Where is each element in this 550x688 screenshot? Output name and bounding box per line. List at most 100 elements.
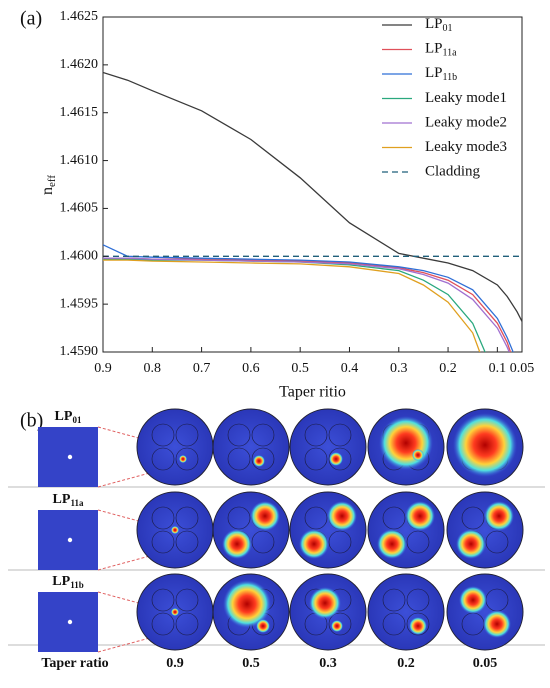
core-outline [151, 447, 175, 471]
plot-frame [102, 16, 523, 353]
core-outline [406, 588, 430, 612]
column-label: 0.3 [319, 656, 337, 671]
y-tick-label: 1.4610 [60, 153, 99, 168]
x-axis-label: Taper ritio [279, 384, 346, 401]
column-header: Taper ratio [41, 656, 108, 671]
core-outline [328, 530, 352, 554]
x-tick-label: 0.6 [242, 361, 260, 376]
core-outline [175, 612, 199, 636]
x-tick-label: 0.2 [439, 361, 457, 376]
legend-label: LP01 [425, 16, 453, 34]
x-tick-label: 0.4 [341, 361, 359, 376]
mode-field [222, 529, 252, 559]
x-tick-label: 0.1 [489, 361, 507, 376]
line-series [103, 257, 510, 352]
core-outline [151, 506, 175, 530]
mode-field [379, 416, 433, 470]
core-outline [485, 530, 509, 554]
mode-field [299, 529, 329, 559]
mode-field [484, 501, 514, 531]
fiber-disk [136, 408, 214, 486]
core-dot [67, 619, 73, 625]
mode-field [179, 455, 187, 463]
y-tick-label: 1.4615 [60, 105, 99, 120]
legend-label: Leaky mode1 [425, 90, 507, 106]
legend-label: Cladding [425, 163, 480, 179]
mode-field [412, 449, 424, 461]
fiber-disk [446, 573, 524, 651]
core-outline [175, 530, 199, 554]
fiber-disk [446, 491, 524, 569]
fiber-disk [212, 491, 290, 569]
line-series [103, 244, 514, 352]
fiber-disk [367, 491, 445, 569]
core-dot [67, 454, 73, 460]
mode-field [453, 413, 517, 477]
core-outline [175, 588, 199, 612]
fiber-disk [289, 491, 367, 569]
x-tick-label: 0.05 [510, 361, 535, 376]
core-outline [382, 588, 406, 612]
row-label: LP11b [52, 574, 83, 590]
line-series [103, 71, 522, 322]
legend-label: Leaky mode3 [425, 139, 507, 155]
mode-field [171, 608, 179, 616]
x-tick-label: 0.8 [144, 361, 162, 376]
fiber-disk [289, 408, 367, 486]
column-label: 0.2 [397, 656, 415, 671]
fiber-disk [367, 573, 445, 651]
fiber-disk [212, 408, 290, 486]
x-tick-label: 0.9 [94, 361, 112, 376]
core-outline [175, 506, 199, 530]
y-tick-label: 1.4595 [60, 296, 99, 311]
core-outline [227, 506, 251, 530]
legend-label: LP11b [425, 65, 457, 83]
core-outline [406, 530, 430, 554]
mode-field [409, 617, 427, 635]
legend-label: LP11a [425, 41, 457, 59]
x-tick-label: 0.5 [291, 361, 309, 376]
y-tick-label: 1.4605 [60, 201, 99, 216]
mode-field [253, 455, 265, 467]
core-outline [175, 423, 199, 447]
core-dot [67, 537, 73, 543]
core-outline [151, 530, 175, 554]
mode-field [327, 501, 357, 531]
mode-field [331, 620, 343, 632]
x-tick-label: 0.3 [390, 361, 408, 376]
row-label: LP01 [55, 409, 82, 425]
core-outline [251, 423, 275, 447]
y-tick-label: 1.4620 [60, 57, 99, 72]
mode-field [459, 586, 487, 614]
core-outline [251, 447, 275, 471]
mode-field [250, 501, 280, 531]
core-outline [328, 423, 352, 447]
mode-field [171, 526, 179, 534]
core-outline [382, 612, 406, 636]
panel-label: (b) [20, 410, 43, 432]
core-outline [304, 423, 328, 447]
column-label: 0.5 [242, 656, 260, 671]
mode-field [456, 529, 486, 559]
y-tick-label: 1.4590 [60, 344, 99, 359]
y-tick-label: 1.4625 [60, 9, 99, 24]
mode-field [405, 501, 435, 531]
core-outline [227, 447, 251, 471]
legend-label: Leaky mode2 [425, 114, 507, 130]
mode-field [329, 452, 343, 466]
column-label: 0.05 [473, 656, 498, 671]
plot-area [103, 71, 522, 352]
panel-label: (a) [20, 8, 42, 30]
core-outline [382, 506, 406, 530]
core-outline [151, 612, 175, 636]
mode-field [256, 619, 270, 633]
mode-field [483, 610, 511, 638]
mode-field [223, 580, 271, 628]
y-axis-label: neff [39, 175, 58, 195]
core-outline [251, 530, 275, 554]
core-outline [304, 506, 328, 530]
x-tick-label: 0.7 [193, 361, 211, 376]
y-tick-label: 1.4600 [60, 249, 99, 264]
core-outline [227, 423, 251, 447]
